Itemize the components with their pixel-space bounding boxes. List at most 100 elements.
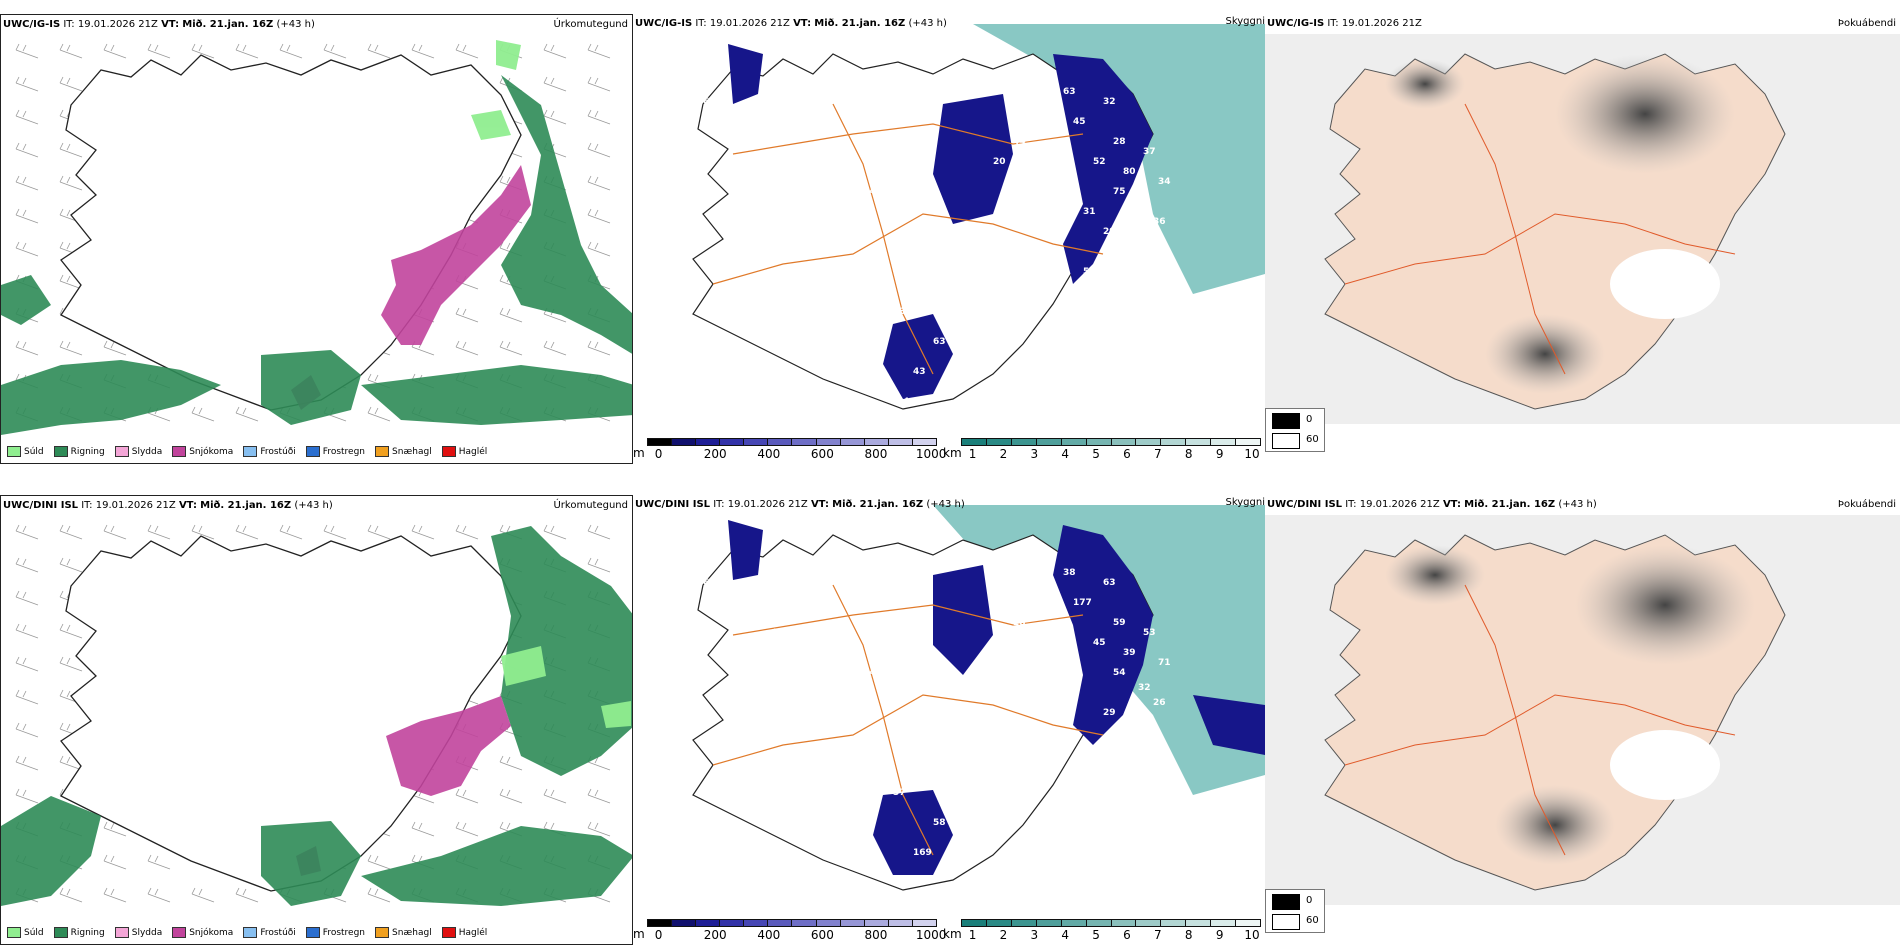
colorbar-segment — [792, 439, 817, 445]
wind-barb — [59, 43, 83, 59]
colorbar-tick-label: 2 — [999, 447, 1008, 461]
visibility-bar — [961, 919, 1261, 927]
wind-barb — [59, 557, 83, 573]
value-label: 57 — [1133, 718, 1146, 728]
rain-areas — [1, 526, 632, 906]
colorbar-tick-label: 8 — [1184, 928, 1193, 942]
value-label: 67 — [713, 47, 726, 57]
fog-map — [1265, 515, 1900, 905]
wind-barb — [59, 142, 83, 158]
value-label: 34 — [1138, 202, 1151, 212]
low-cloud-areas — [728, 44, 1153, 399]
fog-indicator-panel-dini: UWC/DINI ISL IT: 19.01.2026 21Z VT: Mið.… — [1265, 495, 1900, 945]
wind-barb — [147, 854, 171, 870]
wind-barb — [279, 43, 303, 59]
colorbar-segment — [696, 920, 721, 926]
wind-barb — [103, 43, 127, 59]
colorbar-tick-label: 10 — [1244, 447, 1260, 461]
colorbar-segment — [1086, 920, 1112, 926]
value-label: 41 — [783, 127, 796, 137]
colorbar-segment — [840, 439, 865, 445]
colorbar-segment — [1161, 920, 1187, 926]
wind-barb — [59, 340, 83, 356]
legend-swatch — [375, 446, 390, 457]
value-label: 78 — [863, 708, 876, 718]
wind-barb — [103, 821, 127, 837]
low-cloud-areas — [728, 520, 1265, 875]
value-label: 66 — [1053, 157, 1066, 167]
cloud-base-bar — [647, 919, 937, 927]
cloud-map: 67 48 62 41 48 46 65 50 63 54 60 45 54 63 45 32 28 52 80 75… — [692, 24, 1265, 410]
value-label: 48 — [773, 147, 786, 157]
colorbar-tick-label: 5 — [1092, 928, 1100, 942]
cloud-visibility-panel-dini: UWC/DINI ISL IT: 19.01.2026 21Z VT: Mið.… — [633, 495, 1265, 945]
drizzle-areas — [471, 40, 521, 140]
colorbar-segment — [1236, 920, 1261, 926]
road-network — [1344, 584, 1736, 856]
wind-barb — [587, 109, 611, 125]
value-label: 117 — [833, 758, 852, 768]
colorbar-segment — [986, 439, 1012, 445]
panel-header: UWC/IG-IS IT: 19.01.2026 21Z VT: Mið. 21… — [3, 19, 315, 30]
value-label: 86 — [1033, 207, 1046, 217]
wind-barb — [15, 755, 39, 771]
value-label: 48 — [708, 72, 721, 82]
value-label: 63 — [933, 337, 946, 347]
wind-barb — [15, 241, 39, 257]
value-label: 51 — [1083, 267, 1096, 277]
value-label: 110 — [833, 277, 852, 287]
value-label: 28 — [1013, 618, 1026, 628]
rain-areas — [1, 75, 632, 435]
panel-header: UWC/DINI ISL IT: 19.01.2026 21Z VT: Mið.… — [3, 500, 333, 511]
fog-indicator-panel-igis: UWC/IG-IS IT: 19.01.2026 21Z Þokuábendi … — [1265, 14, 1900, 464]
value-label: 43 — [893, 307, 906, 317]
colorbar-segment — [792, 920, 817, 926]
value-labels: 67 48 62 41 48 46 65 50 63 54 60 45 54 63 45 32 28 52 80 75… — [703, 47, 1171, 407]
value-label: 36 — [993, 738, 1006, 748]
value-label: 20 — [993, 157, 1006, 167]
wind-barb — [587, 788, 611, 804]
legend-swatch — [53, 927, 68, 938]
wind-barb — [103, 854, 127, 870]
colorbar-segment — [840, 920, 865, 926]
colorbar-segment — [1136, 920, 1162, 926]
value-label: 74 — [1053, 638, 1066, 648]
cloud-base-unit: m — [633, 446, 645, 460]
fog-legend-dark — [1272, 413, 1300, 429]
legend-item: Snæhagl — [375, 927, 432, 938]
value-label: 32 — [1138, 683, 1151, 693]
wind-barb — [15, 623, 39, 639]
panel-title: Þokuábendi — [1837, 18, 1896, 29]
value-label: 65 — [783, 207, 796, 217]
value-label: 44 — [1013, 137, 1026, 147]
value-label: 86 — [883, 688, 896, 698]
wind-barb — [455, 43, 479, 59]
value-label: 39 — [953, 327, 966, 337]
legend-item: Súld — [7, 927, 44, 938]
colorbar-tick-label: 800 — [864, 928, 888, 942]
colorbar-segment — [864, 439, 889, 445]
wind-barb — [543, 340, 567, 356]
value-label: 39 — [1123, 648, 1136, 658]
colorbar-segment — [912, 920, 936, 926]
value-label: 38 — [1063, 568, 1076, 578]
value-label: 63 — [1103, 578, 1116, 588]
wind-barb — [191, 43, 215, 59]
value-label: 32 — [1133, 237, 1146, 247]
colorbar-segment — [720, 920, 745, 926]
wind-barb — [587, 524, 611, 540]
colorbar-tick-label: 8 — [1184, 447, 1193, 461]
value-label: 32 — [1103, 97, 1116, 107]
cloud-map: 69 50 68 62 54 54 66 51 72 54 86 78 46 38 177 63 59 45 39 5… — [692, 505, 1265, 891]
wind-barb — [323, 43, 347, 59]
colorbar-segment — [986, 920, 1012, 926]
wind-barb — [59, 755, 83, 771]
colorbar-tick-label: 10 — [1244, 928, 1260, 942]
value-label: 46 — [793, 177, 806, 187]
wind-barb — [59, 524, 83, 540]
colorbar-segment — [720, 439, 745, 445]
colorbar-segment — [1161, 439, 1187, 445]
wind-barb — [455, 307, 479, 323]
colorbar-segment — [1011, 920, 1037, 926]
cloud-base-bar — [647, 438, 937, 446]
